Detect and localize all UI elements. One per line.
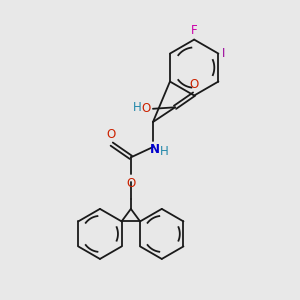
Text: O: O	[106, 128, 116, 141]
Text: O: O	[190, 78, 199, 91]
Text: I: I	[222, 47, 225, 60]
Text: F: F	[191, 24, 197, 37]
Text: O: O	[126, 177, 136, 190]
Text: N: N	[149, 142, 159, 156]
Text: O: O	[141, 102, 151, 115]
Text: H: H	[160, 145, 169, 158]
Text: H: H	[132, 101, 141, 114]
